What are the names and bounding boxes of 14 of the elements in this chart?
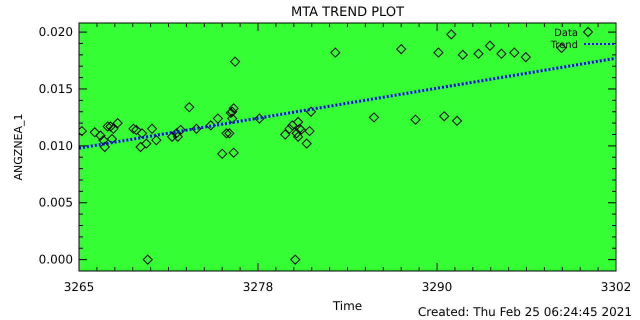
y-tick-label: 0.010: [38, 138, 73, 153]
legend-label: Data: [554, 28, 578, 39]
chart-title: MTA TREND PLOT: [290, 5, 404, 20]
y-axis-title: ANGZNEA_1: [12, 113, 25, 181]
y-tick-label: 0.000: [38, 252, 73, 267]
x-tick-label: 3265: [64, 280, 94, 294]
text: Created: Thu Feb 25 06:24:45 2021: [418, 305, 632, 319]
x-tick-label: 3302: [600, 280, 632, 294]
y-tick-label: 0.005: [38, 196, 73, 210]
y-tick-label: 0.020: [38, 25, 73, 40]
y-tick-label: 0.015: [38, 82, 73, 96]
x-tick-label: 3278: [242, 280, 274, 294]
x-tick-label: 3290: [422, 280, 452, 294]
x-axis-title: Time: [332, 299, 362, 313]
